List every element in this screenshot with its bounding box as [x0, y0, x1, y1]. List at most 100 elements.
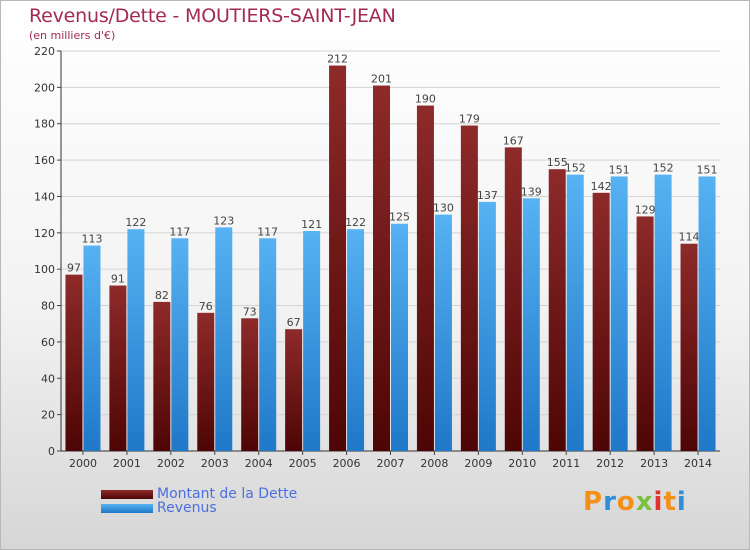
data-label-revenue: 125 — [389, 211, 410, 224]
y-tick-label: 100 — [34, 263, 55, 276]
bar-revenue — [478, 201, 496, 451]
bar-revenue — [654, 174, 672, 452]
y-tick-label: 120 — [34, 227, 55, 240]
logo-letter: o — [616, 487, 636, 517]
y-tick-label: 20 — [41, 409, 55, 422]
bar-revenue — [171, 238, 189, 451]
y-tick-label: 160 — [34, 154, 55, 167]
data-label-debt: 129 — [635, 203, 656, 216]
y-tick-label: 220 — [34, 45, 55, 58]
bar-revenue — [522, 198, 540, 451]
data-label-debt: 179 — [459, 113, 480, 126]
data-label-revenue: 137 — [477, 189, 498, 202]
bar-debt — [241, 318, 259, 451]
bar-revenue — [610, 176, 628, 452]
bar-revenue — [215, 227, 233, 451]
data-label-revenue: 122 — [125, 216, 146, 229]
data-label-debt: 212 — [327, 53, 348, 66]
y-tick-label: 40 — [41, 372, 55, 385]
data-label-debt: 91 — [111, 273, 125, 286]
bar-debt — [65, 274, 83, 451]
chart-title: Revenus/Dette - MOUTIERS-SAINT-JEAN — [29, 5, 396, 27]
data-label-revenue: 139 — [521, 185, 542, 198]
logo-letter: i — [653, 487, 664, 517]
x-tick-label: 2013 — [640, 457, 668, 470]
data-label-revenue: 151 — [697, 163, 718, 176]
data-label-revenue: 117 — [169, 225, 190, 238]
logo-letter: t — [663, 487, 677, 517]
bar-revenue — [391, 223, 408, 451]
proxiti-logo: Proxiti — [583, 487, 687, 517]
data-label-debt: 73 — [243, 305, 257, 318]
logo-letter: P — [583, 487, 604, 517]
x-tick-label: 2002 — [157, 457, 185, 470]
y-tick-label: 0 — [48, 445, 55, 458]
bar-revenue — [698, 176, 716, 452]
bar-debt — [329, 65, 347, 451]
x-tick-label: 2003 — [201, 457, 229, 470]
y-tick-label: 180 — [34, 118, 55, 131]
bar-debt — [153, 301, 171, 451]
x-tick-label: 2005 — [289, 457, 317, 470]
data-label-revenue: 151 — [609, 163, 630, 176]
bar-debt — [504, 147, 522, 451]
data-label-revenue: 113 — [81, 233, 102, 246]
y-tick-label: 200 — [34, 81, 55, 94]
data-label-revenue: 152 — [565, 162, 586, 175]
data-label-debt: 97 — [67, 262, 81, 275]
data-label-revenue: 122 — [345, 216, 366, 229]
y-tick-label: 140 — [34, 190, 55, 203]
bar-debt — [592, 192, 610, 451]
data-label-debt: 142 — [591, 180, 612, 193]
legend-label-debt: Montant de la Dette — [157, 486, 298, 502]
bar-debt — [285, 329, 303, 451]
data-label-revenue: 152 — [653, 162, 674, 175]
y-tick-label: 60 — [41, 336, 55, 349]
data-label-revenue: 121 — [301, 218, 322, 231]
data-label-debt: 76 — [199, 300, 213, 313]
data-label-debt: 190 — [415, 93, 436, 106]
x-tick-label: 2000 — [69, 457, 97, 470]
data-label-debt: 114 — [679, 231, 700, 244]
y-tick-label: 80 — [41, 300, 55, 313]
data-label-debt: 67 — [287, 316, 301, 329]
legend-label-revenue: Revenus — [157, 500, 217, 516]
x-tick-label: 2012 — [596, 457, 624, 470]
x-tick-label: 2014 — [684, 457, 712, 470]
x-tick-label: 2007 — [377, 457, 405, 470]
bar-revenue — [259, 238, 277, 451]
bar-debt — [548, 169, 566, 451]
bar-revenue — [566, 174, 584, 452]
x-tick-label: 2006 — [333, 457, 361, 470]
x-tick-label: 2009 — [464, 457, 492, 470]
x-tick-label: 2001 — [113, 457, 141, 470]
data-label-debt: 82 — [155, 289, 169, 302]
legend-swatch-debt — [101, 490, 153, 499]
logo-letter: r — [603, 487, 617, 517]
x-tick-label: 2008 — [420, 457, 448, 470]
bar-debt — [109, 285, 127, 451]
x-tick-label: 2010 — [508, 457, 536, 470]
data-label-revenue: 117 — [257, 225, 278, 238]
bar-debt — [460, 125, 478, 451]
logo-letter: x — [635, 487, 654, 517]
data-label-revenue: 130 — [433, 202, 454, 215]
bar-debt — [680, 243, 698, 451]
data-label-debt: 155 — [547, 156, 568, 169]
bar-revenue — [347, 229, 365, 451]
data-label-debt: 201 — [371, 73, 392, 86]
legend-swatch-revenue — [101, 504, 153, 513]
bar-debt — [373, 85, 390, 451]
bar-revenue — [434, 214, 452, 451]
bar-debt — [197, 312, 215, 451]
chart-subtitle: (en milliers d'€) — [29, 29, 116, 42]
x-tick-label: 2011 — [552, 457, 580, 470]
logo-letter: i — [676, 487, 687, 517]
x-tick-label: 2004 — [245, 457, 273, 470]
bar-revenue — [303, 231, 321, 451]
bar-revenue — [83, 245, 101, 451]
data-label-debt: 167 — [503, 134, 524, 147]
bar-debt — [636, 216, 654, 451]
